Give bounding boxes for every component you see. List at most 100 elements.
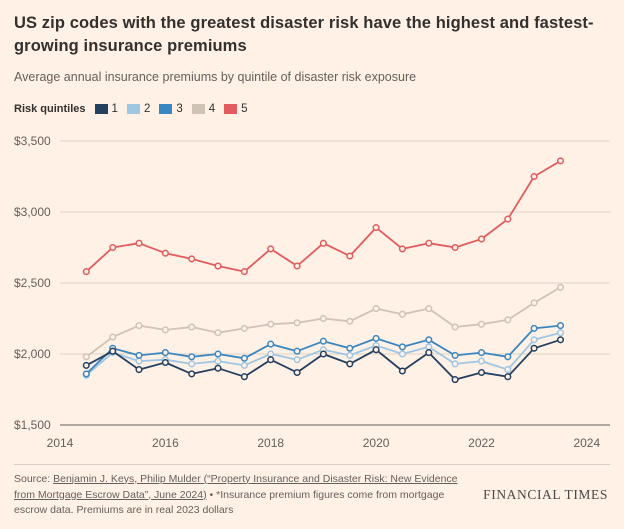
source-prefix: Source: [14,472,54,485]
data-point-quintile-1 [267,355,275,364]
data-point-quintile-2 [240,361,248,369]
x-axis-tick-label: 2022 [468,436,495,450]
data-point-quintile-4 [530,299,538,307]
data-point-quintile-1 [451,375,459,383]
legend-title: Risk quintiles [14,102,86,115]
data-point-quintile-1 [161,358,169,366]
data-point-quintile-3 [267,340,275,348]
data-point-quintile-2 [556,328,565,337]
data-point-quintile-3 [161,348,169,356]
page-title: US zip codes with the greatest disaster … [14,14,594,56]
legend-item-quintile-3: 3 [159,102,183,115]
data-point-quintile-5 [82,267,90,275]
data-point-quintile-5 [372,223,380,231]
data-point-quintile-2 [530,336,538,344]
legend-swatch-quintile-5 [224,103,238,114]
data-point-quintile-5 [135,239,143,247]
x-axis-tick-label: 2024 [573,436,600,450]
data-point-quintile-1 [530,344,538,352]
data-point-quintile-3 [477,348,486,356]
data-point-quintile-4 [82,353,90,361]
data-point-quintile-5 [504,215,512,223]
data-point-quintile-4 [109,333,117,341]
data-point-quintile-2 [504,365,512,373]
data-point-quintile-3 [82,370,90,378]
data-point-quintile-2 [398,350,406,358]
data-point-quintile-1 [240,372,248,381]
data-point-quintile-5 [319,239,327,247]
data-point-quintile-4 [135,321,143,329]
data-point-quintile-5 [530,172,538,180]
data-point-quintile-1 [109,347,117,355]
data-point-quintile-2 [346,351,354,359]
data-point-quintile-2 [188,360,196,368]
data-point-quintile-2 [451,360,459,368]
legend-item-quintile-1: 1 [94,102,118,115]
data-point-quintile-1 [556,336,565,344]
data-point-quintile-5 [477,235,486,243]
legend-item-quintile-2: 2 [126,102,151,115]
y-axis-tick-label: $2,500 [14,276,51,290]
y-axis-tick-label: $3,500 [14,134,51,148]
data-point-quintile-1 [372,345,380,354]
data-point-quintile-3 [214,350,222,358]
data-point-quintile-1 [293,368,301,376]
data-point-quintile-3 [556,321,565,329]
x-axis-tick-label: 2018 [257,436,284,450]
data-point-quintile-3 [425,336,433,344]
data-point-quintile-3 [504,353,512,361]
y-axis-tick-label: $3,000 [14,205,51,219]
data-point-quintile-3 [240,354,248,362]
data-point-quintile-1 [319,350,327,358]
data-point-quintile-1 [214,364,222,372]
data-point-quintile-2 [267,350,275,358]
risk-quintiles-legend: Risk quintiles 1 2 3 4 5 [14,103,610,115]
data-point-quintile-4 [188,323,196,331]
financial-times-wordmark: FINANCIAL TIMES [483,487,608,503]
chart-subtitle: Average annual insurance premiums by qui… [14,69,417,84]
y-axis-tick-label: $2,000 [14,347,51,361]
data-point-quintile-3 [293,347,301,355]
legend-swatch-quintile-4 [191,103,205,114]
y-axis-tick-label: $1,500 [14,418,51,432]
data-point-quintile-1 [135,365,143,373]
data-point-quintile-2 [214,357,222,365]
legend-item-label: 5 [241,102,248,115]
data-point-quintile-3 [135,351,143,359]
data-point-quintile-5 [161,249,169,257]
data-point-quintile-3 [346,344,354,352]
x-axis-tick-label: 2016 [152,436,179,450]
chart-area: $1,500 $2,000 $2,500 $3,000 $3,500 2014 2016 20… [14,125,610,460]
x-axis-tick-label: 2020 [363,436,390,450]
data-point-quintile-1 [188,370,196,378]
data-point-quintile-3 [530,324,538,332]
data-point-quintile-1 [425,348,433,356]
data-point-quintile-5 [109,243,117,251]
data-point-quintile-1 [398,367,406,375]
source-suffix: • *Insurance premium figures come from m… [14,488,445,517]
data-point-quintile-4 [161,326,169,334]
data-point-quintile-4 [398,310,406,318]
data-point-quintile-5 [346,252,354,260]
source-note: Source: Benjamin J. Keys, Philip Mulder … [14,472,466,519]
data-point-quintile-5 [425,239,433,247]
data-point-quintile-4 [267,320,275,328]
legend-item-label: 1 [111,102,118,115]
data-point-quintile-3 [451,351,459,359]
data-point-quintile-4 [319,314,327,322]
data-point-quintile-5 [293,262,301,270]
data-point-quintile-3 [372,334,380,342]
data-point-quintile-5 [188,255,196,263]
legend-item-label: 2 [143,102,151,115]
legend-swatch-quintile-2 [126,103,140,114]
data-point-quintile-4 [293,319,301,327]
data-point-quintile-4 [425,304,433,312]
data-point-quintile-5 [267,245,275,253]
data-point-quintile-3 [319,337,327,345]
data-point-quintile-1 [82,361,90,369]
legend-item-label: 3 [176,102,183,115]
source-link[interactable]: Benjamin J. Keys, Philip Mulder (“Proper… [14,472,458,501]
footer: Source: Benjamin J. Keys, Philip Mulder … [14,463,610,519]
data-point-quintile-3 [188,353,196,361]
legend-item-quintile-4: 4 [191,103,215,115]
